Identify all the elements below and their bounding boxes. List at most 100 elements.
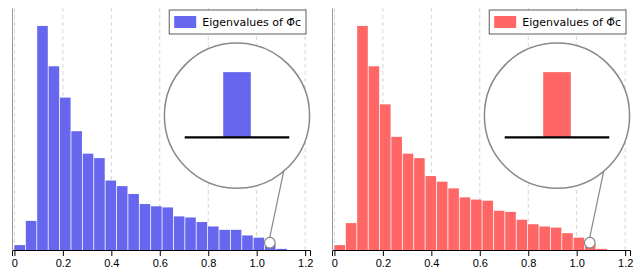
x-tick-mark bbox=[480, 250, 481, 256]
bar bbox=[83, 154, 94, 250]
bar bbox=[357, 26, 368, 250]
bar bbox=[117, 186, 128, 250]
x-tick: 0.4 bbox=[104, 250, 119, 269]
x-tick: 1.2 bbox=[618, 250, 633, 269]
zoom-bar bbox=[543, 72, 571, 137]
x-tick-label: 0.8 bbox=[521, 257, 536, 269]
x-tick-mark bbox=[305, 250, 306, 256]
legend: Eigenvalues of Φ̄c bbox=[169, 10, 306, 34]
zoom-inset bbox=[484, 43, 629, 248]
bar bbox=[517, 220, 528, 250]
x-tick-label: 0.2 bbox=[56, 257, 71, 269]
x-axis-line bbox=[333, 251, 631, 257]
zoom-pointer bbox=[590, 171, 604, 237]
bar bbox=[596, 249, 607, 250]
x-tick: 1.2 bbox=[298, 250, 313, 269]
y-axis-line bbox=[332, 9, 333, 251]
x-tick-mark bbox=[431, 250, 432, 256]
y-axis-line bbox=[12, 9, 13, 251]
panel: 0 0.2 0.4 0.6 0.8 1.0 1.2 Eigenvalues of Φ̃c bbox=[332, 8, 633, 269]
bar bbox=[539, 226, 550, 250]
x-tick-label: 1.2 bbox=[298, 257, 313, 269]
bar bbox=[140, 204, 151, 250]
legend-swatch bbox=[494, 16, 516, 28]
bar bbox=[94, 158, 105, 250]
bar bbox=[471, 200, 482, 250]
bar bbox=[185, 218, 196, 250]
x-tick-mark bbox=[334, 250, 335, 256]
bar bbox=[37, 26, 48, 250]
bar bbox=[151, 206, 162, 250]
bar bbox=[242, 235, 253, 250]
x-tick-mark bbox=[383, 250, 384, 256]
zoom-bar bbox=[223, 72, 251, 137]
x-tick: 0.8 bbox=[521, 250, 536, 269]
x-tick-label: 0.2 bbox=[376, 257, 391, 269]
bar bbox=[49, 66, 60, 250]
x-tick: 1.0 bbox=[570, 250, 585, 269]
x-tick: 1.0 bbox=[250, 250, 265, 269]
zoom-baseline bbox=[185, 136, 290, 138]
bar bbox=[494, 211, 505, 250]
legend-label: Eigenvalues of Φ̄c bbox=[202, 16, 301, 29]
x-tick: 0.6 bbox=[473, 250, 488, 269]
bar bbox=[437, 182, 448, 250]
bar bbox=[174, 216, 185, 250]
x-tick-label: 0.4 bbox=[104, 257, 119, 269]
x-tick-label: 0.4 bbox=[424, 257, 439, 269]
bar bbox=[448, 188, 459, 250]
x-tick-label: 0.6 bbox=[153, 257, 168, 269]
x-tick: 0 bbox=[12, 250, 18, 269]
x-tick-label: 0.6 bbox=[473, 257, 488, 269]
x-tick-label: 0.8 bbox=[201, 257, 216, 269]
x-tick-label: 1.2 bbox=[618, 257, 633, 269]
bar bbox=[60, 98, 71, 250]
x-tick-label: 0 bbox=[332, 257, 338, 269]
bar bbox=[574, 238, 585, 250]
x-tick-mark bbox=[208, 250, 209, 256]
y-axis bbox=[332, 9, 333, 251]
bar bbox=[391, 137, 402, 250]
grid-line bbox=[14, 8, 15, 250]
bar bbox=[276, 249, 287, 250]
x-tick: 0.2 bbox=[376, 250, 391, 269]
bar bbox=[528, 224, 539, 250]
bar bbox=[208, 226, 219, 250]
legend-frame bbox=[489, 10, 626, 34]
grid-line bbox=[334, 8, 335, 250]
x-axis: 0 0.2 0.4 0.6 0.8 1.0 1.2 bbox=[332, 250, 633, 269]
bar bbox=[460, 197, 471, 250]
x-tick: 0.4 bbox=[424, 250, 439, 269]
zoom-dot bbox=[584, 237, 595, 248]
x-tick-mark bbox=[111, 250, 112, 256]
zoom-baseline bbox=[505, 136, 610, 138]
bar bbox=[369, 66, 380, 250]
bar bbox=[254, 238, 265, 250]
legend-swatch bbox=[174, 16, 196, 28]
zoom-inset bbox=[164, 43, 309, 248]
bar bbox=[106, 181, 117, 250]
x-tick: 0.6 bbox=[153, 250, 168, 269]
bar bbox=[346, 223, 357, 250]
zoom-pointer bbox=[270, 171, 284, 237]
x-tick-mark bbox=[528, 250, 529, 256]
x-tick: 0.2 bbox=[56, 250, 71, 269]
x-axis-line bbox=[13, 251, 311, 257]
x-tick-mark bbox=[14, 250, 15, 256]
legend: Eigenvalues of Φ̃c bbox=[489, 10, 626, 34]
zoom-circle bbox=[484, 43, 629, 188]
x-tick: 0 bbox=[332, 250, 338, 269]
y-axis bbox=[12, 9, 13, 251]
bar bbox=[26, 221, 37, 250]
x-tick-label: 1.0 bbox=[570, 257, 585, 269]
bar bbox=[403, 154, 414, 250]
panel: 0 0.2 0.4 0.6 0.8 1.0 1.2 Eigenvalues of Φ̄c bbox=[12, 8, 313, 269]
bar bbox=[482, 201, 493, 250]
x-tick-label: 1.0 bbox=[250, 257, 265, 269]
bar bbox=[414, 158, 425, 250]
bar bbox=[505, 212, 516, 250]
zoom-circle bbox=[164, 43, 309, 188]
x-tick-label: 0 bbox=[12, 257, 18, 269]
bar bbox=[562, 233, 573, 250]
bar bbox=[162, 207, 173, 250]
